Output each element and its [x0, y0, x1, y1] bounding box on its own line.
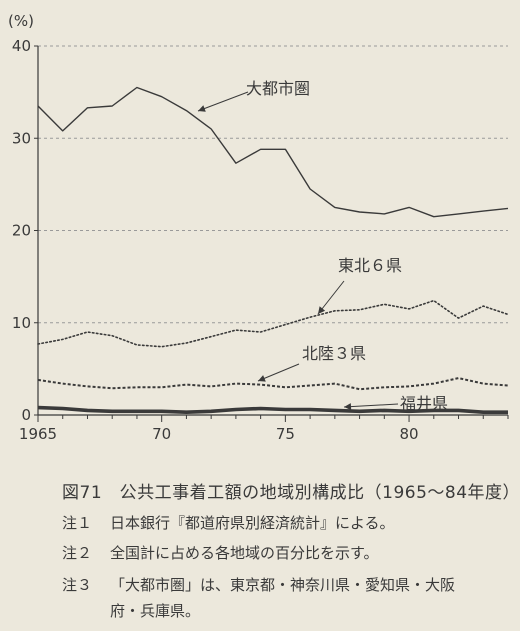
note-1-label: 注１: [62, 514, 93, 532]
note-2-text: 全国計に占める各地域の百分比を示す。: [110, 544, 379, 562]
note-2-label: 注２: [62, 544, 93, 562]
series-label-1: 大都市圏: [246, 79, 310, 98]
series-line-3: [37, 377, 509, 391]
leader-line-3: [257, 363, 300, 382]
figure-title: 図71 公共工事着工額の地域別構成比（1965〜84年度）: [62, 483, 520, 503]
note-3b-text: 府・兵庫県。: [110, 602, 201, 620]
note-3-label: 注３: [62, 576, 93, 594]
note-1-text: 日本銀行『都道府県別経済統計』による。: [110, 514, 395, 532]
leader-arrowhead-2: [318, 306, 326, 314]
series-label-3: 北陸３県: [302, 344, 366, 363]
leader-arrowhead-4: [344, 403, 352, 411]
y-axis-label: (%): [8, 12, 34, 30]
x-tick-label-75: 75: [276, 425, 295, 443]
x-tick-label-1965: 1965: [19, 425, 57, 443]
series-label-4: 福井県: [400, 394, 448, 413]
series-line-2: [37, 299, 509, 348]
x-tick-label-70: 70: [152, 425, 171, 443]
x-tick-label-80: 80: [400, 425, 419, 443]
leader-line-1: [197, 91, 249, 112]
y-tick-label-10: 10: [12, 314, 31, 332]
series-line-4: [37, 405, 508, 414]
leader-line-4: [343, 403, 399, 408]
series-line-1: [37, 86, 509, 218]
y-tick-label-0: 0: [21, 406, 31, 424]
y-tick-label-20: 20: [12, 222, 31, 240]
series-label-2: 東北６県: [338, 256, 402, 275]
leader-arrowhead-1: [198, 105, 206, 112]
y-tick-label-30: 30: [12, 129, 31, 147]
note-3-text: 「大都市圏」は、東京都・神奈川県・愛知県・大阪: [110, 576, 456, 594]
leader-arrowhead-3: [258, 375, 266, 382]
y-tick-label-40: 40: [12, 37, 31, 55]
